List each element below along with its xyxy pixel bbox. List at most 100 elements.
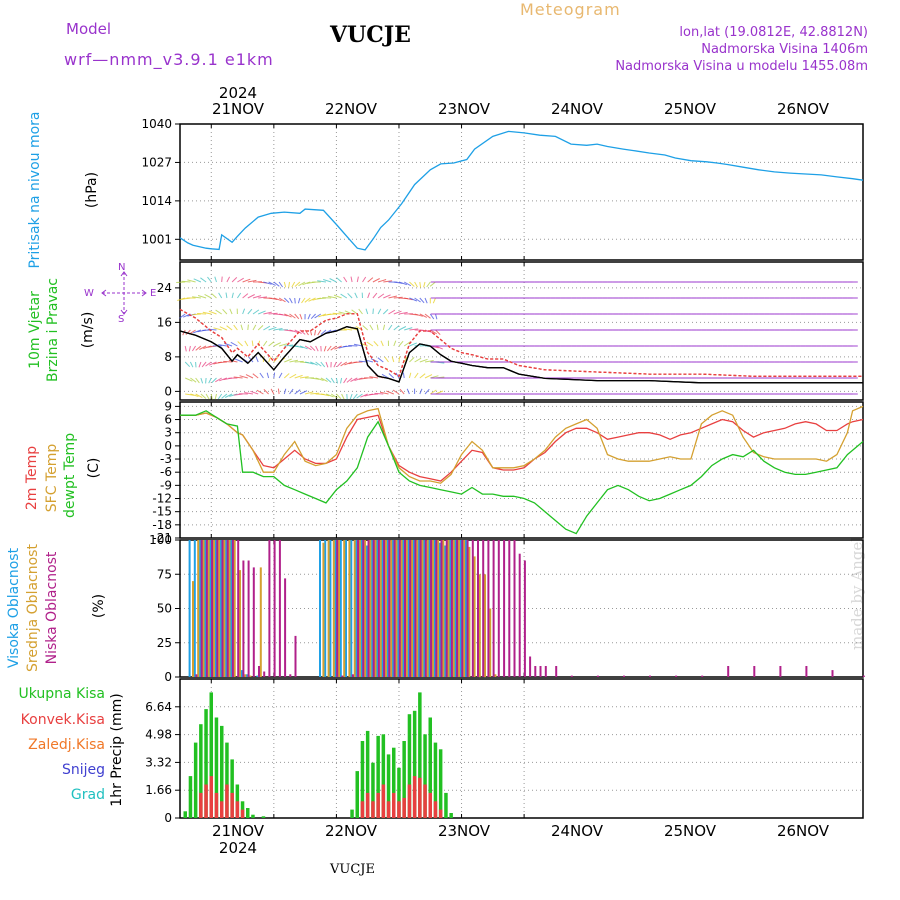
bar-visoka-oblacnost [324,540,327,677]
bar-visoka-oblacnost [193,540,196,677]
wind-arrow [181,280,191,283]
wind-arrow [268,326,277,331]
wind-arrow [244,340,249,347]
wind-arrow [377,279,387,283]
bar-visoka-oblacnost [397,540,400,677]
wind-arrow [207,276,212,283]
wind-arrow [398,326,407,331]
panel-4: 0 25 50 75 100 [149,533,865,684]
wind-arrow [258,310,266,315]
wind-arrow [325,377,332,383]
wind-arrow [386,390,394,395]
bar-niska-oblacnost [862,675,865,677]
wind-arrow [218,292,223,299]
bar-visoka-oblacnost [230,540,233,677]
wind-arrow [314,313,322,319]
wind-arrow [318,313,327,318]
bar-ukupna-kisa [397,767,401,818]
bar-konvek-kisa [230,792,234,818]
bar-srednja-oblacnost [364,540,367,677]
wind-arrow [379,391,389,395]
bar-konvek-kisa [412,776,417,818]
wind-arrow [314,329,317,336]
wind-arrow [219,326,228,331]
wind-arrow [298,281,306,287]
wind-arrow [304,329,309,336]
wind-arrow [325,361,329,368]
wind-arrow [284,358,292,363]
wind-arrow [234,358,243,363]
wind-arrow [404,327,413,331]
ytick-label: 1040 [141,117,172,131]
bar-ukupna-kisa [418,692,422,818]
panel-frame [179,401,864,539]
bar-srednja-oblacnost [332,540,335,677]
bar-srednja-oblacnost [478,574,481,678]
bar-konvek-kisa [428,792,432,818]
bar-srednja-oblacnost [322,542,325,677]
bar-niska-oblacnost [237,540,240,677]
bar-niska-oblacnost [544,666,547,677]
bar-konvek-kisa [220,801,224,818]
bar-niska-oblacnost [247,560,250,677]
bar-konvek-kisa [381,784,386,818]
bar-srednja-oblacnost [327,540,330,677]
bar-ukupna-kisa [251,814,255,818]
bar-ukupna-kisa [371,762,375,818]
wind-arrow [360,393,368,398]
bar-visoka-oblacnost [418,540,420,677]
bar-ukupna-kisa [412,710,417,818]
wind-arrow [299,376,309,379]
bar-niska-oblacnost [435,540,438,677]
wind-arrow [237,341,243,347]
legend-snow: Snijeg [61,762,105,778]
wind-arrow [211,293,217,299]
bar-srednja-oblacnost [405,540,408,677]
bar-visoka-oblacnost [365,545,368,677]
bar-niska-oblacnost [508,540,511,677]
bar-niska-oblacnost [445,540,448,677]
bar-srednja-oblacnost [374,540,377,677]
bar-visoka-oblacnost [381,540,384,677]
bar-ukupna-kisa [449,813,453,818]
bar-niska-oblacnost [221,540,224,677]
wind-arrow [177,297,186,301]
wind-arrow [332,312,342,315]
bar-srednja-oblacnost [400,540,403,677]
bar-niska-oblacnost [268,540,271,677]
wind-arrow [221,393,228,399]
wind-arrow [344,361,353,366]
bar-niska-oblacnost [649,675,651,677]
bar-niska-oblacnost [388,540,391,677]
wind-arrow [310,361,318,366]
bar-niska-oblacnost [419,540,422,677]
wind-arrow [414,297,421,303]
wind-arrow [348,345,358,347]
wind-arrow [320,329,327,335]
wind-arrow [366,341,374,347]
wind-arrow [270,388,275,395]
bar-srednja-oblacnost [416,540,419,677]
wind-arrow [301,297,306,304]
wind-arrow [294,313,300,320]
bar-niska-oblacnost [555,666,558,677]
wind-arrow [398,340,404,347]
wind-arrow [343,377,348,384]
bar-srednja-oblacnost [197,540,200,677]
ytick-label: 50 [157,602,172,616]
wind-arrow [424,388,430,395]
wind-arrow [419,281,422,288]
wind-arrow [237,277,244,283]
wind-arrow [262,340,268,347]
wind-arrow [329,278,337,283]
wind-series-gust [179,308,863,378]
elevation-text: Nadmorska Visina 1406m [701,42,868,57]
wind-arrow [369,324,374,331]
bar-visoka-oblacnost [209,540,212,677]
wind-arrow [325,393,334,398]
wind-arrow [205,361,212,367]
bar-niska-oblacnost [450,540,453,677]
bar-niska-oblacnost [351,674,354,677]
bar-niska-oblacnost [779,666,782,677]
